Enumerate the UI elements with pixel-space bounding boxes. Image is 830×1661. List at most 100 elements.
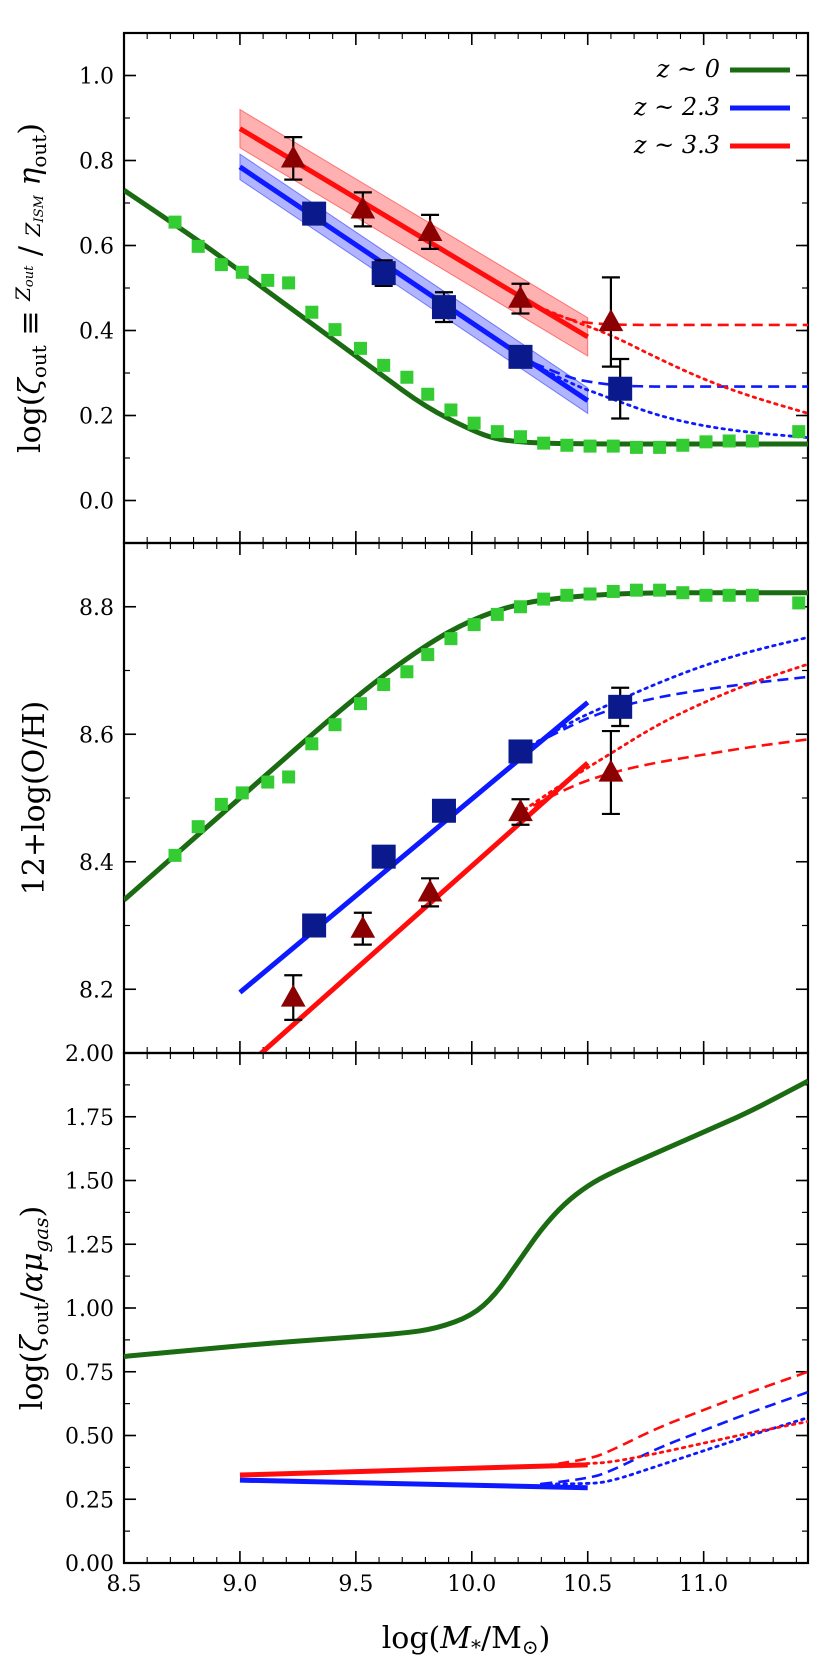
z-2-3-dotted-middle-line (516, 635, 808, 755)
ytick-label-middle: 8.2 (79, 978, 114, 1003)
ytick-label-bottom: 1.25 (65, 1233, 114, 1258)
z-0-data-middle-point (629, 583, 643, 597)
z-0-data-top-point (676, 438, 690, 452)
z-0-data-top-point (629, 440, 643, 454)
panel-bottom-plot (124, 1078, 808, 1491)
panel-middle-ticks: 8.2 8.4 8.6 8.8 (79, 542, 808, 1054)
z-0-data-top-point (328, 323, 342, 337)
z-0-data-middle-point (653, 583, 667, 597)
z-0-model-middle-line (124, 590, 808, 902)
z-0-data-middle-point (722, 588, 736, 602)
z-2-3-data-top-point (371, 261, 396, 286)
z-3-3-fit-bottom-line (239, 1462, 588, 1478)
z-2-3-data-middle-point (608, 694, 633, 719)
panel-top-plot (124, 108, 808, 447)
z-0-data-middle-point (745, 588, 759, 602)
z-0-data-top-point (305, 305, 319, 319)
ytick-label-top: 0.6 (79, 235, 114, 260)
z-3-3-data-top-point (417, 218, 443, 241)
z-2-3-dashed-bottom-line (541, 1390, 808, 1486)
z-0-data-middle-point (354, 697, 368, 711)
z-0-data-middle-point (513, 600, 527, 614)
panel-middle: 8.2 8.4 8.6 8.8 12+log(O/H) (17, 541, 810, 1055)
z-0-data-middle-point (676, 586, 690, 600)
z-0-data-top-point (606, 439, 620, 453)
xtick-label: 9.5 (338, 1572, 373, 1597)
ytick-label-bottom: 0.25 (65, 1488, 114, 1513)
z-0-data-top-point (421, 387, 435, 401)
xtick-label: 10.0 (447, 1572, 496, 1597)
xtick-label: 8.5 (107, 1572, 142, 1597)
z-3-3-data-top-point (350, 196, 376, 219)
z-2-3-fit-bottom-line (239, 1477, 588, 1491)
z-2-3-dotted-bottom-line (539, 1416, 808, 1486)
z-0-data-middle-point (583, 587, 597, 601)
ytick-label-top: 0.2 (79, 405, 114, 430)
ytick-label-top: 0.0 (79, 490, 114, 515)
z-0-data-middle-point (792, 596, 806, 610)
z-0-data-top-point (377, 358, 391, 372)
ytick-label-middle: 8.6 (79, 723, 114, 748)
z-2-3-data-top-point (608, 376, 633, 401)
z-0-data-top-point (467, 416, 481, 430)
panel-middle-plot (124, 590, 808, 1053)
z-0-data-middle-point (214, 797, 228, 811)
z-2-3-data-middle-point (371, 844, 396, 869)
z-3-3-fit-middle-line (257, 761, 590, 1053)
z-3-3-data-middle-point (508, 799, 533, 822)
xtick-label: 9.0 (222, 1572, 257, 1597)
z-2-3-data-middle-point (431, 798, 456, 823)
z-0-data-middle-point (490, 607, 504, 621)
z-3-3-data-middle-point (417, 879, 443, 902)
legend-label-z0: z ~ 0 (656, 55, 720, 83)
z-0-data-middle-point (560, 588, 574, 602)
ytick-label-bottom: 1.50 (65, 1170, 114, 1195)
z-0-data-middle-point (168, 848, 182, 862)
panel-middle-markers (168, 583, 806, 1021)
z-0-data-top-point (282, 276, 296, 290)
z-3-3-data-top-point (508, 285, 533, 308)
ylabel-top: log(ζout ≡ Zout / ZISM ηout) (11, 123, 51, 453)
ytick-label-middle: 8.4 (79, 851, 114, 876)
z-0-data-top-point (235, 265, 249, 279)
z-0-data-top-point (444, 403, 458, 417)
z-0-data-top-point (560, 438, 574, 452)
z-0-data-top-point (490, 425, 504, 439)
ytick-label-bottom: 1.00 (65, 1297, 114, 1322)
z-0-data-middle-point (377, 678, 391, 692)
z-2-3-data-top-point (431, 295, 456, 320)
z-0-data-middle-point (467, 618, 481, 632)
z-2-3-data-top-point (508, 344, 533, 369)
z-0-data-top-point (792, 425, 806, 439)
z-3-3-dashed-bottom-line (541, 1370, 808, 1468)
z-0-data-top-point (537, 436, 551, 450)
ylabel-bottom: log(ζout/αμgas) (15, 1206, 53, 1410)
z-0-model-top-line (124, 188, 808, 447)
z-0-data-middle-point (191, 820, 205, 834)
z-0-data-middle-point (282, 770, 296, 784)
z-2-3-dashed-middle-line (517, 675, 808, 755)
z-0-data-top-point (214, 258, 228, 272)
panel-top: 0.0 0.2 0.4 0.6 0.8 1.0 log(ζout ≡ Zout / ZIS… (11, 31, 810, 545)
z-0-data-top-point (261, 273, 275, 287)
xtick-label: 10.5 (563, 1572, 612, 1597)
ytick-label-bottom: 0.00 (65, 1552, 114, 1577)
z-0-data-middle-point (421, 648, 435, 662)
z-0-data-top-point (722, 434, 736, 448)
z-3-3-data-top-point (280, 145, 306, 168)
z-0-data-top-point (583, 439, 597, 453)
z-0-data-middle-point (328, 718, 342, 732)
z-0-model-bottom-line (124, 1078, 808, 1359)
panel-bottom-ticks: 0.00 0.25 0.50 0.75 1.00 1.25 1.50 1.75 2.00 8.5 9… (65, 1042, 808, 1597)
z-3-3-dotted-middle-line (516, 662, 808, 816)
z-0-data-middle-point (537, 592, 551, 606)
z-0-data-top-point (354, 341, 368, 355)
legend-label-z33: z ~ 3.3 (633, 131, 720, 159)
z-3-3-data-middle-point (280, 984, 306, 1007)
z-0-data-middle-point (400, 665, 414, 679)
panel-bottom: 0.00 0.25 0.50 0.75 1.00 1.25 1.50 1.75 2.00 8.5 9… (15, 1042, 810, 1659)
ytick-label-top: 0.8 (79, 150, 114, 175)
ytick-label-top: 0.4 (79, 320, 114, 345)
z-0-data-top-point (513, 430, 527, 444)
z-0-data-middle-point (261, 775, 275, 789)
